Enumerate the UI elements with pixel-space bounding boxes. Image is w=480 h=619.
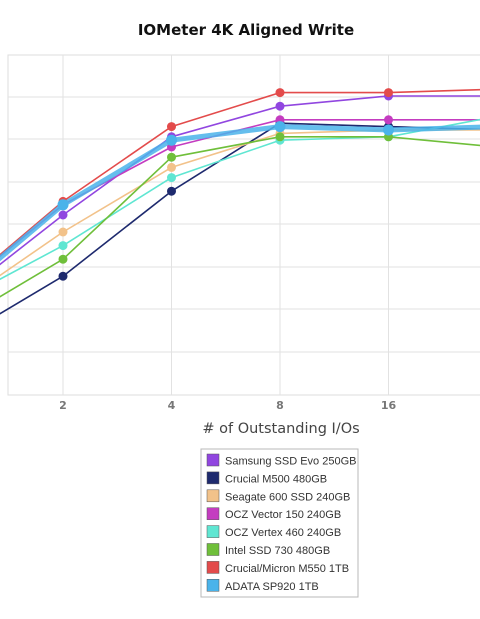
legend-swatch [206, 543, 220, 556]
data-point[interactable] [167, 162, 176, 172]
legend-box [200, 448, 359, 598]
chart-title: IOMeter 4K Aligned Write [138, 21, 354, 39]
data-point[interactable] [275, 132, 285, 142]
series-6 [0, 88, 480, 256]
data-point[interactable] [58, 241, 68, 251]
x-tick-label: 4 [168, 399, 176, 412]
data-point[interactable] [383, 124, 394, 136]
legend-swatch [206, 579, 220, 592]
data-point[interactable] [58, 254, 68, 264]
legend-label[interactable]: Intel SSD 730 480GB [225, 545, 330, 557]
x-axis-ticks: 2 4 8 16 [59, 399, 396, 412]
series-5 [0, 132, 480, 298]
series-line [0, 122, 480, 315]
legend-swatch [206, 525, 220, 538]
legend-swatch [206, 471, 220, 485]
data-point[interactable] [58, 210, 68, 220]
x-tick-label: 2 [59, 399, 67, 412]
data-point[interactable] [275, 101, 285, 111]
legend-label[interactable]: Seagate 600 SSD 240GB [225, 491, 350, 503]
x-tick-label: 8 [276, 399, 284, 412]
data-point[interactable] [58, 271, 68, 281]
data-point[interactable] [384, 88, 393, 98]
series-lines [0, 88, 480, 315]
legend-label[interactable]: Samsung SSD Evo 250GB [225, 456, 356, 468]
data-point[interactable] [167, 173, 176, 183]
legend-label[interactable]: OCZ Vertex 460 240GB [225, 527, 341, 539]
legend-swatch [206, 561, 220, 574]
data-point[interactable] [384, 115, 393, 125]
x-axis-label: # of Outstanding I/Os [202, 421, 359, 437]
data-point[interactable] [274, 121, 286, 133]
data-point[interactable] [167, 152, 176, 162]
series-line [0, 118, 480, 281]
series-line [0, 95, 480, 266]
series-1 [0, 118, 480, 315]
series-line [0, 124, 480, 262]
x-tick-label: 16 [381, 399, 397, 412]
data-point[interactable] [57, 199, 69, 211]
data-point[interactable] [275, 88, 285, 98]
grid-lines [8, 55, 480, 395]
legend: Samsung SSD Evo 250GB Crucial M500 480GB S… [200, 448, 359, 598]
series-7 [0, 121, 480, 262]
series-line [0, 88, 480, 256]
data-point[interactable] [166, 134, 177, 146]
legend-label[interactable]: OCZ Vector 150 240GB [225, 509, 341, 521]
legend-label[interactable]: Crucial/Micron M550 1TB [225, 563, 349, 575]
series-line [0, 136, 480, 298]
legend-swatch [206, 507, 220, 520]
legend-swatch [206, 453, 220, 467]
series-2 [0, 125, 480, 277]
legend-label[interactable]: Crucial M500 480GB [225, 473, 327, 485]
plot-area-border [7, 54, 480, 396]
data-point[interactable] [167, 186, 176, 196]
data-point[interactable] [167, 122, 176, 132]
data-point[interactable] [58, 227, 68, 237]
legend-swatch [206, 489, 220, 503]
legend-label[interactable]: ADATA SP920 1TB [225, 581, 319, 593]
series-line [0, 129, 480, 277]
